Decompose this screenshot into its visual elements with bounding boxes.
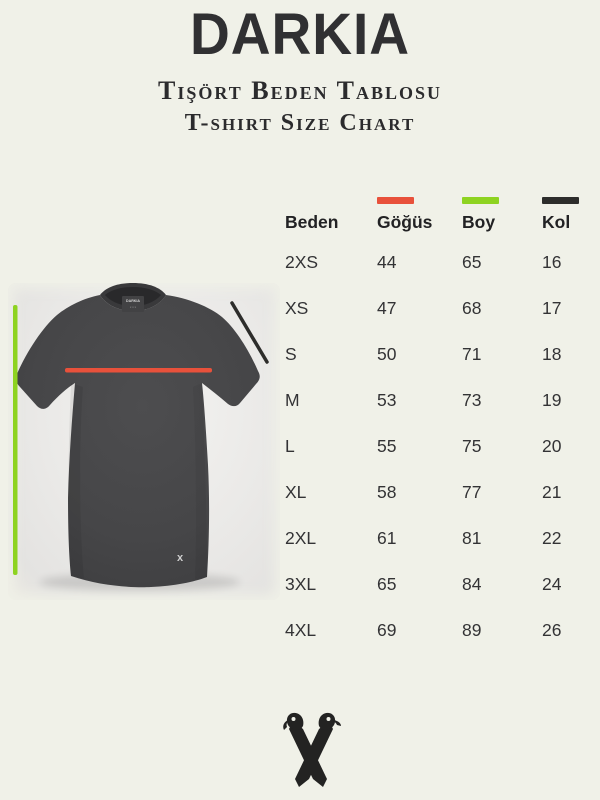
table-row: XS 47 68 17 (285, 285, 585, 331)
cell-boy: 71 (462, 343, 482, 364)
cell-beden: 2XL (285, 527, 317, 548)
cell-boy: 89 (462, 619, 482, 640)
cell-gogus: 50 (377, 343, 397, 364)
legend-swatch-length (462, 197, 499, 204)
cell-boy: 65 (462, 251, 482, 272)
hem-x-mark: x (177, 552, 184, 564)
cell-gogus: 44 (377, 251, 397, 272)
table-row: 2XL 61 81 22 (285, 515, 585, 561)
darkia-x-logo-icon (283, 712, 341, 787)
table-row: M 53 73 19 (285, 377, 585, 423)
cell-kol: 24 (542, 573, 562, 594)
table-header-row: Beden Göğüs Boy Kol (285, 205, 585, 239)
tshirt-photo: DARKIA x x x x (8, 283, 280, 600)
subtitle-english: T-shirt Size Chart (184, 110, 416, 136)
cell-kol: 17 (542, 297, 562, 318)
cell-kol: 16 (542, 251, 562, 272)
subtitle-turkish: Tişört Beden Tablosu (158, 76, 442, 105)
cell-gogus: 58 (377, 481, 397, 502)
cell-boy: 81 (462, 527, 482, 548)
cell-boy: 77 (462, 481, 482, 502)
legend-swatch-chest (377, 197, 414, 204)
table-row: S 50 71 18 (285, 331, 585, 377)
cell-beden: 4XL (285, 619, 317, 640)
cell-beden: XS (285, 297, 309, 318)
sleeve-measure-line (230, 301, 269, 364)
cell-gogus: 47 (377, 297, 397, 318)
cell-boy: 84 (462, 573, 482, 594)
collar-label-size-mark: x x x (130, 305, 137, 309)
cell-gogus: 65 (377, 573, 397, 594)
cell-gogus: 69 (377, 619, 397, 640)
chest-measure-line (65, 368, 212, 373)
tshirt-illustration: DARKIA x x x x (13, 283, 269, 591)
cell-kol: 19 (542, 389, 562, 410)
collar-label-text: DARKIA (126, 299, 140, 303)
cell-beden: L (285, 435, 295, 456)
legend-swatch-sleeve (542, 197, 579, 204)
brand-title: DARKIA (190, 2, 410, 67)
table-row: 4XL 69 89 26 (285, 607, 585, 653)
table-row: L 55 75 20 (285, 423, 585, 469)
table-row: XL 58 77 21 (285, 469, 585, 515)
cell-gogus: 53 (377, 389, 397, 410)
collar-label (122, 296, 144, 312)
column-header-kol: Kol (542, 211, 571, 232)
column-header-boy: Boy (462, 211, 496, 232)
length-measure-line (13, 305, 18, 575)
column-header-gogus: Göğüs (377, 211, 433, 232)
cell-kol: 22 (542, 527, 562, 548)
cell-gogus: 55 (377, 435, 397, 456)
cell-kol: 21 (542, 481, 562, 502)
cell-beden: S (285, 343, 297, 364)
cell-kol: 26 (542, 619, 562, 640)
tshirt-body (16, 295, 260, 588)
cell-kol: 18 (542, 343, 562, 364)
table-row: 2XS 44 65 16 (285, 239, 585, 285)
cell-gogus: 61 (377, 527, 397, 548)
cell-kol: 20 (542, 435, 562, 456)
cell-boy: 68 (462, 297, 482, 318)
cell-beden: M (285, 389, 300, 410)
cell-boy: 75 (462, 435, 482, 456)
shirt-fold-shading (193, 383, 207, 580)
cell-beden: 2XS (285, 251, 319, 272)
shirt-fold-shading (68, 383, 84, 579)
cell-boy: 73 (462, 389, 482, 410)
cell-beden: XL (285, 481, 307, 502)
size-chart-table: Beden Göğüs Boy Kol 2XS 44 65 16 XS 47 6… (285, 191, 585, 653)
table-row: 3XL 65 84 24 (285, 561, 585, 607)
legend-row (285, 191, 585, 205)
column-header-beden: Beden (285, 211, 339, 232)
cell-beden: 3XL (285, 573, 317, 594)
